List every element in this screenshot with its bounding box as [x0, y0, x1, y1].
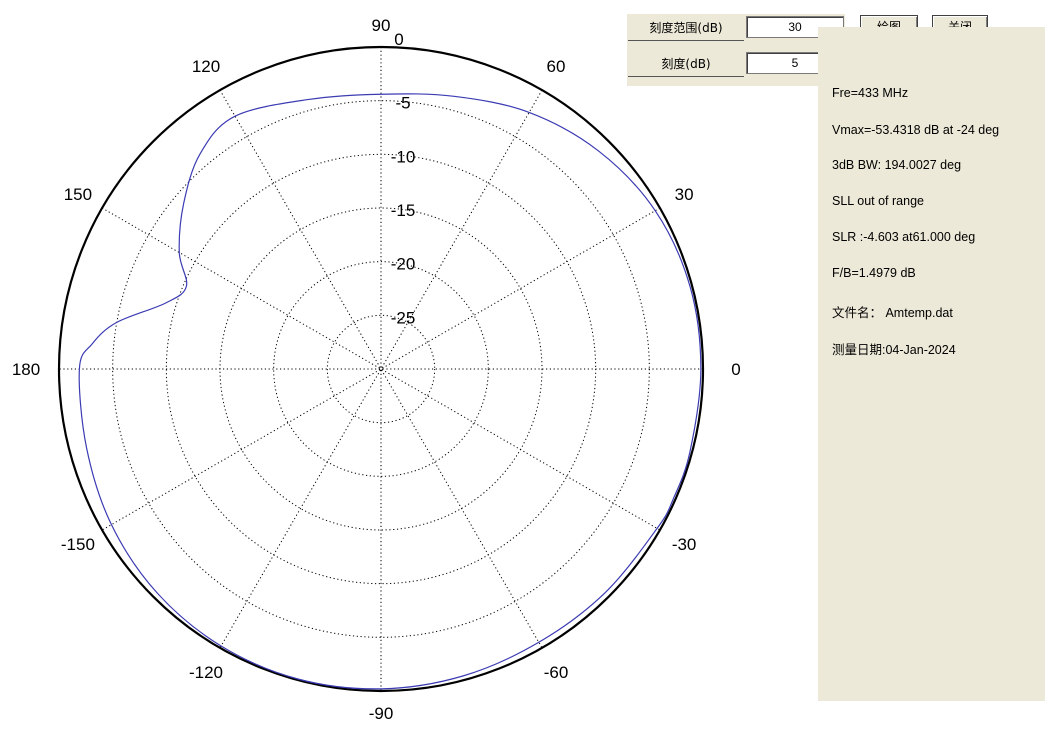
polar-grid	[57, 45, 705, 693]
angle-label: 60	[547, 57, 566, 76]
grid-spoke	[219, 89, 543, 649]
front-back-ratio-text: F/B=1.4979 dB	[832, 266, 916, 280]
info-panel: Fre=433 MHz Vmax=-53.4318 dB at -24 deg …	[818, 27, 1045, 701]
grid-spoke	[101, 207, 661, 531]
measure-date-text: 测量日期:04-Jan-2024	[832, 343, 956, 357]
radiation-pattern-line	[78, 93, 702, 690]
radial-tick-label: -5	[395, 94, 410, 113]
angle-label: 0	[731, 360, 740, 379]
grid-spoke	[101, 207, 661, 531]
angle-label: -150	[61, 535, 95, 554]
radial-tick-label: -25	[391, 308, 416, 327]
angle-label: 120	[192, 57, 220, 76]
angle-label: -30	[672, 535, 697, 554]
scale-range-label: 刻度范围(dB)	[628, 16, 744, 41]
angle-label: -120	[189, 663, 223, 682]
vmax-text: Vmax=-53.4318 dB at -24 deg	[832, 123, 1000, 137]
angle-label: 180	[12, 360, 40, 379]
angle-label: -90	[369, 704, 394, 723]
angle-label: 150	[64, 185, 92, 204]
grid-ring	[273, 261, 489, 477]
radial-tick-label: -15	[391, 201, 416, 220]
grid-spoke	[219, 89, 543, 649]
radial-tick-label: -20	[391, 255, 416, 274]
filename-text: 文件名： Amtemp.dat	[832, 306, 953, 320]
axis-labels: 0 30 60 90 120 150 180 -150 -120 -90 -60 -30 0 -5 -10 -…	[12, 16, 741, 723]
radial-tick-label: 0	[394, 30, 403, 49]
sll-text: SLL out of range	[832, 194, 924, 208]
angle-label: -60	[544, 663, 569, 682]
outer-circle	[57, 45, 705, 693]
pattern-series	[78, 93, 702, 690]
radial-tick-label: -10	[391, 147, 416, 166]
angle-label: 90	[372, 16, 391, 35]
tick-label: 刻度(dB)	[628, 52, 744, 77]
grid-ring	[326, 314, 436, 424]
angle-label: 30	[675, 185, 694, 204]
frequency-text: Fre=433 MHz	[832, 86, 909, 100]
slr-text: SLR :-4.603 at61.000 deg	[832, 230, 976, 244]
bandwidth-text: 3dB BW: 194.0027 deg	[832, 158, 962, 172]
